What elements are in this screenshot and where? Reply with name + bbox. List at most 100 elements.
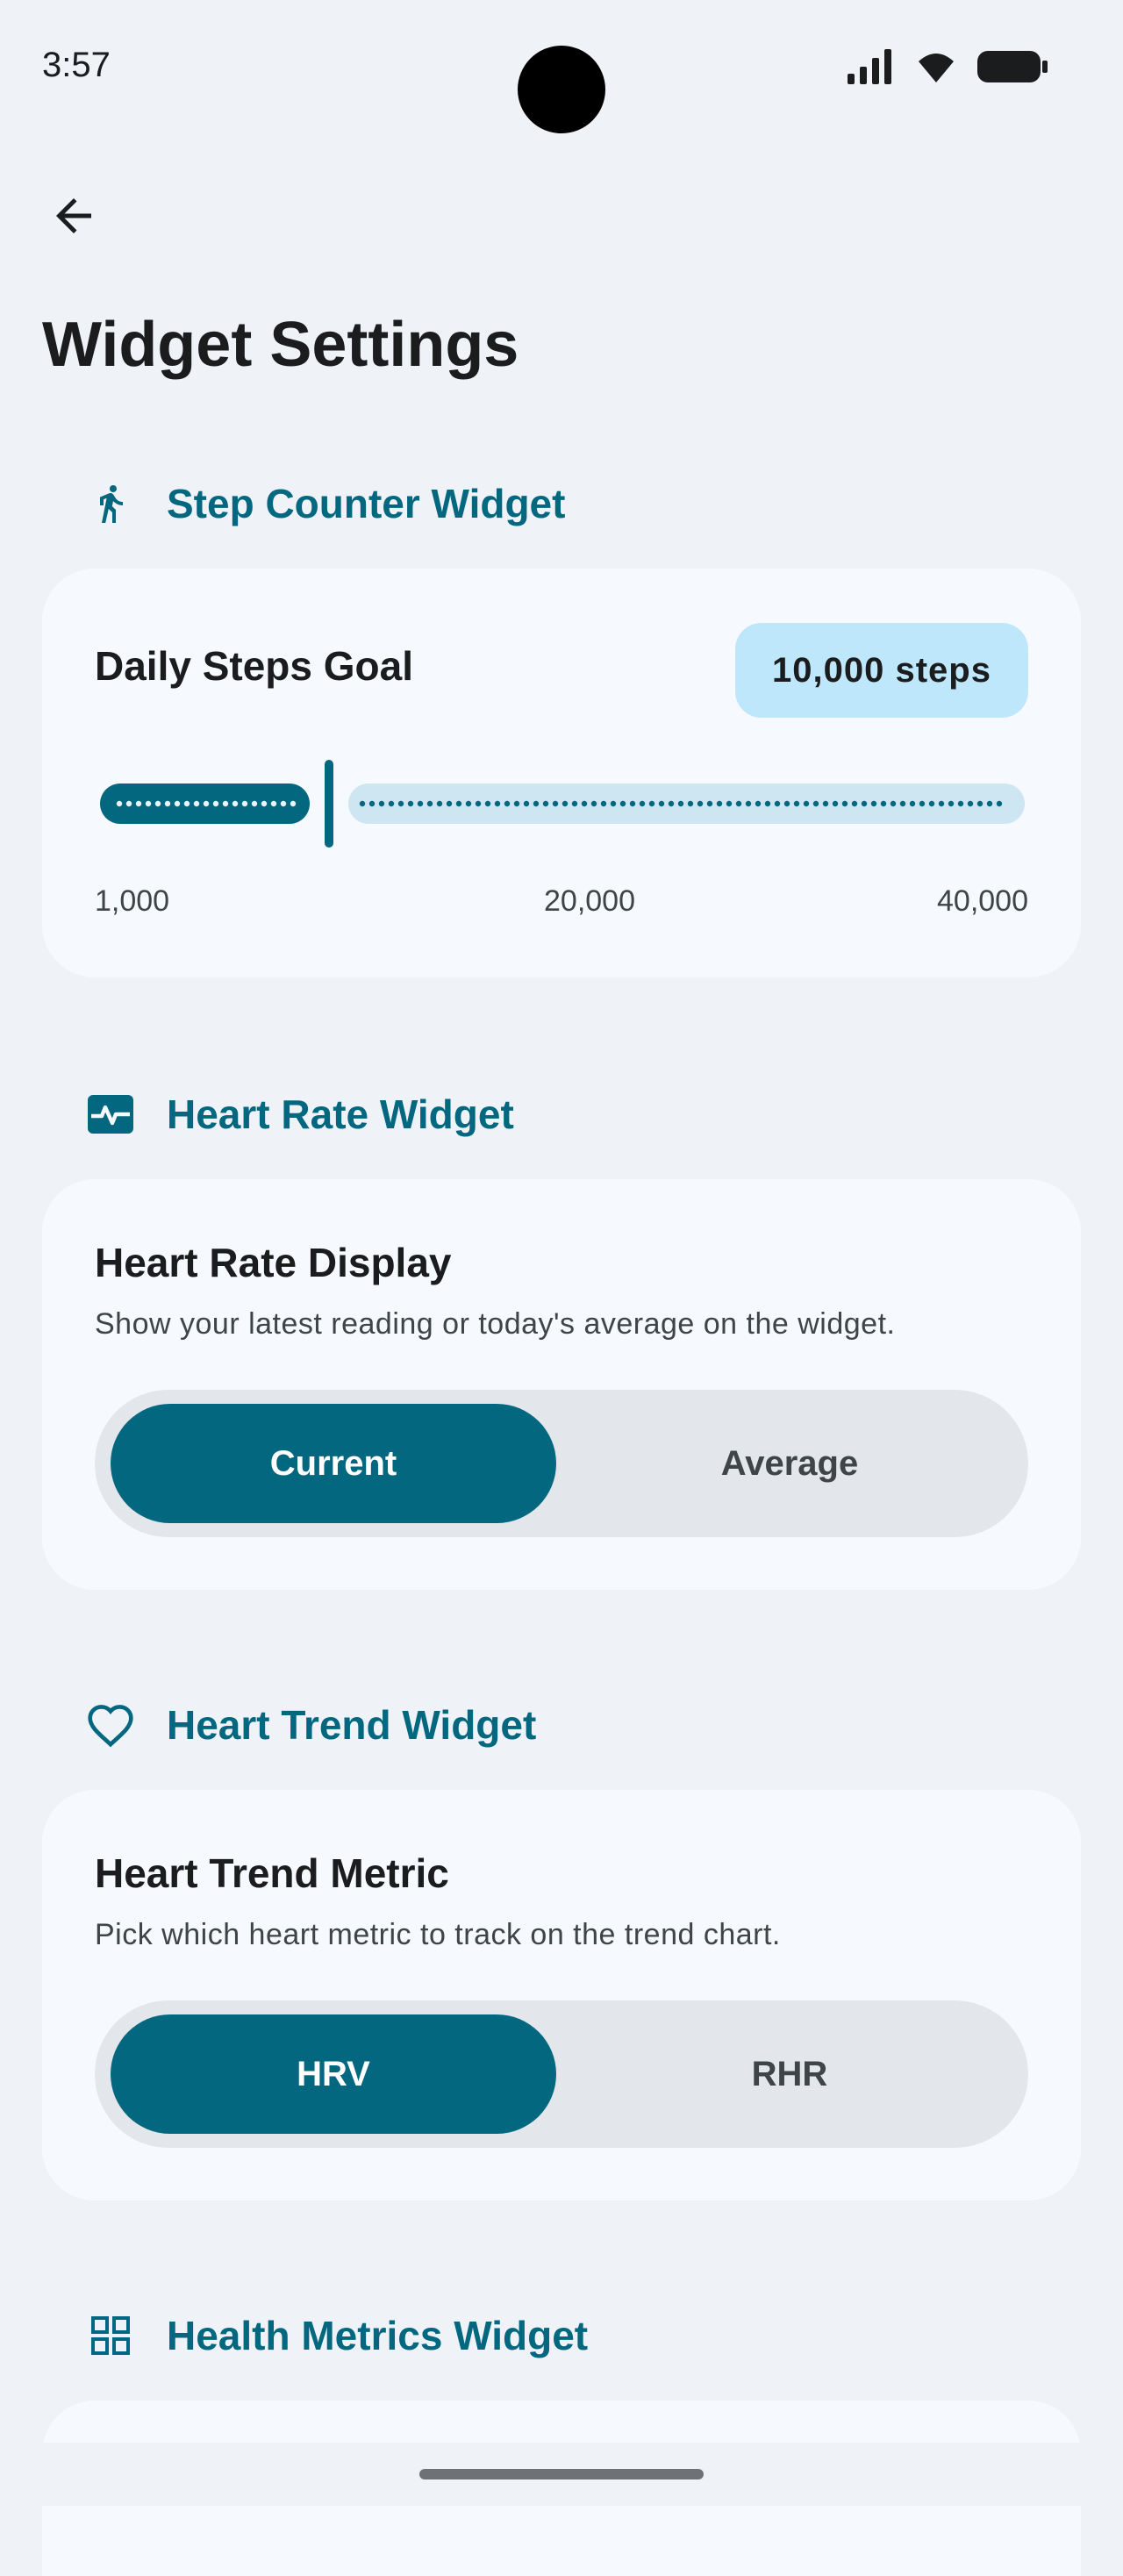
heart-outline-icon [86,1700,135,1750]
slider-stop-dot [504,800,511,807]
heart-rate-card: Heart Rate Display Show your latest read… [42,1179,1081,1590]
slider-stop-dot [183,800,190,807]
steps-goal-card: Daily Steps Goal 10,000 steps 1,000 20,0… [42,569,1081,977]
slider-stop-dot [716,800,723,807]
section-header-steps: Step Counter Widget [86,479,565,528]
status-icons [846,49,1049,84]
back-button[interactable] [42,184,105,247]
slider-stop-dot [783,800,790,807]
slider-stop-dot [861,800,868,807]
slider-stop-dot [261,800,268,807]
slider-inactive-track [348,784,1025,824]
steps-goal-title: Daily Steps Goal [95,643,414,689]
slider-stop-dot [726,800,733,807]
slider-stop-dot [116,800,123,807]
slider-stop-dot [590,800,597,807]
slider-stop-dot [996,800,1003,807]
slider-tick-max: 40,000 [937,884,1028,918]
slider-stop-dot [154,800,161,807]
slider-stop-dot [619,800,626,807]
heart-rate-display-description: Show your latest reading or today's aver… [95,1307,896,1341]
slider-stop-dot [378,800,385,807]
heart-rate-display-title: Heart Rate Display [95,1240,452,1285]
slider-stop-dot [803,800,810,807]
slider-stop-dot [552,800,559,807]
slider-stop-dot [909,800,916,807]
slider-stop-dot [212,800,219,807]
slider-stop-dot [890,800,897,807]
section-title-heart-rate: Heart Rate Widget [167,1091,514,1137]
slider-stop-dot [706,800,713,807]
slider-stop-dot [745,800,752,807]
slider-stop-dot [359,800,366,807]
slider-stop-dot [494,800,501,807]
slider-stop-dot [764,800,771,807]
slider-stop-dot [164,800,171,807]
slider-stop-dot [822,800,829,807]
slider-stop-dot [232,800,239,807]
slider-stop-dot [668,800,675,807]
slider-stop-dot [832,800,839,807]
slider-stop-dot [407,800,414,807]
slider-stop-dot [436,800,443,807]
slider-stop-dot [658,800,665,807]
slider-stop-dot [880,800,887,807]
slider-stop-dot [629,800,636,807]
walk-icon [86,479,135,528]
segment-hrv[interactable]: HRV [111,2014,556,2134]
slider-stop-dot [417,800,424,807]
slider-stop-dot [475,800,482,807]
segment-current[interactable]: Current [111,1404,556,1523]
segment-rhr[interactable]: RHR [751,2054,828,2093]
slider-stop-dot [870,800,877,807]
slider-stop-dot [145,800,152,807]
slider-stop-dot [899,800,906,807]
camera-cutout [518,46,605,133]
slider-stop-dot [562,800,569,807]
slider-stop-dot [484,800,491,807]
monitor-heart-icon [86,1090,135,1139]
heart-trend-metric-description: Pick which heart metric to track on the … [95,1918,781,1951]
slider-stop-dot [135,800,142,807]
slider-stop-dot [368,800,376,807]
steps-goal-badge: 10,000 steps [735,623,1028,718]
slider-stop-dot [793,800,800,807]
slider-stop-dot [928,800,935,807]
slider-stop-dot [581,800,588,807]
slider-stop-dot [957,800,964,807]
section-title-heart-trend: Heart Trend Widget [167,1702,537,1748]
slider-stop-dot [446,800,453,807]
slider-stop-dot [697,800,704,807]
slider-stop-dot [397,800,404,807]
slider-stop-dot [687,800,694,807]
slider-stop-dot [851,800,858,807]
slider-stop-dot [976,800,984,807]
slider-tick-mid: 20,000 [544,884,635,918]
slider-stop-dot [533,800,540,807]
section-title-health-metrics: Health Metrics Widget [167,2313,589,2358]
slider-stop-dot [203,800,210,807]
slider-stop-dot [967,800,974,807]
slider-stop-dot [222,800,229,807]
grid-icon [86,2311,135,2360]
heart-rate-segmented-control: Current Average [95,1390,1028,1537]
slider-stop-dot [735,800,742,807]
slider-stop-dot [841,800,848,807]
section-header-health-metrics: Health Metrics Widget [86,2311,588,2360]
status-bar: 3:57 [0,0,1123,140]
steps-goal-slider[interactable] [100,760,1025,848]
slider-stop-dot [610,800,617,807]
slider-stop-dot [648,800,655,807]
slider-stop-dot [455,800,462,807]
home-indicator[interactable] [419,2469,704,2479]
heart-trend-card: Heart Trend Metric Pick which heart metr… [42,1790,1081,2200]
slider-stop-dot [774,800,781,807]
slider-stop-dot [290,800,297,807]
slider-stop-dot [986,800,993,807]
battery-icon [977,51,1048,82]
arrow-back-icon [56,198,91,233]
page-title: Widget Settings [42,310,519,380]
heart-trend-metric-title: Heart Trend Metric [95,1850,449,1896]
segment-average[interactable]: Average [720,1443,859,1483]
slider-stop-dot [280,800,287,807]
